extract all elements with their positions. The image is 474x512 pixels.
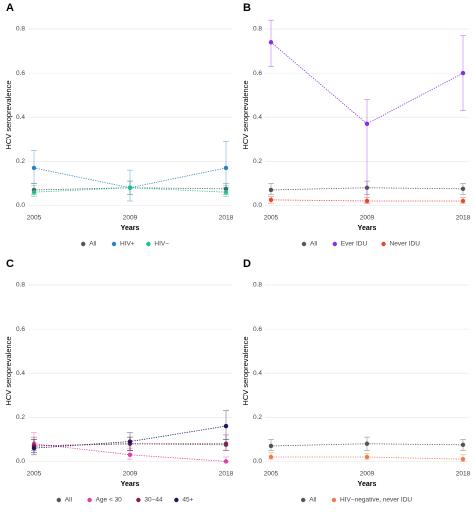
y-tick-label: 0.2 <box>16 414 25 421</box>
y-tick-label: 0.2 <box>253 414 262 421</box>
legend-marker <box>301 241 307 247</box>
y-tick-label: 0.0 <box>253 202 262 209</box>
legend-marker <box>331 497 337 503</box>
point <box>127 439 133 444</box>
point <box>127 185 133 190</box>
point <box>460 442 466 448</box>
point <box>223 423 229 429</box>
legend-label: All <box>309 497 317 504</box>
x-tick-label: 2005 <box>264 471 279 478</box>
legend-marker <box>81 241 86 247</box>
point <box>223 189 229 195</box>
point <box>268 454 274 460</box>
point <box>268 197 274 203</box>
x-tick-label: 2005 <box>27 471 42 478</box>
y-tick-label: 0.4 <box>16 370 25 377</box>
point <box>31 445 37 451</box>
legend-marker <box>301 497 306 503</box>
legend-label: Never IDU <box>390 241 421 248</box>
point <box>268 187 274 193</box>
y-tick-label: 0.4 <box>253 114 262 121</box>
series-line <box>33 167 227 189</box>
y-axis-label: HCV seroprevalence <box>241 336 250 405</box>
legend-label: All <box>310 241 318 248</box>
point <box>268 443 274 449</box>
x-tick-label: 2018 <box>456 215 471 222</box>
point <box>31 189 37 195</box>
y-tick-label: 0.6 <box>253 326 262 333</box>
legend-marker <box>136 497 141 503</box>
x-tick-label: 2018 <box>219 215 234 222</box>
x-axis-label: Years <box>358 225 377 232</box>
point <box>31 165 37 171</box>
y-axis-label: HCV seroprevalence <box>241 80 250 149</box>
y-tick-label: 0.6 <box>253 70 262 77</box>
x-tick-label: 2009 <box>123 215 138 222</box>
panel-title: C <box>6 258 14 270</box>
x-tick-label: 2009 <box>360 215 375 222</box>
y-tick-label: 0.8 <box>253 282 262 289</box>
y-axis-label: HCV seroprevalence <box>4 336 13 405</box>
point <box>364 441 370 446</box>
x-tick-label: 2005 <box>27 215 42 222</box>
y-tick-label: 0.6 <box>16 326 25 333</box>
legend-label: All <box>65 497 73 504</box>
point <box>223 165 229 171</box>
series-line <box>271 456 464 460</box>
legend-label: HIV+ <box>120 241 135 248</box>
panel-title: B <box>243 2 251 14</box>
legend-label: Ever IDU <box>341 241 368 248</box>
point <box>223 459 229 464</box>
point <box>364 198 370 204</box>
y-tick-label: 0.0 <box>16 202 25 209</box>
y-tick-label: 0.0 <box>16 458 25 465</box>
point <box>460 186 466 192</box>
y-tick-label: 0.8 <box>16 26 25 33</box>
y-tick-label: 0.4 <box>16 114 25 121</box>
point <box>127 452 133 457</box>
legend-marker <box>174 497 179 503</box>
x-tick-label: 2005 <box>264 215 279 222</box>
point <box>268 40 274 45</box>
y-tick-label: 0.2 <box>16 158 25 165</box>
y-tick-label: 0.6 <box>16 70 25 77</box>
x-tick-label: 2009 <box>360 471 375 478</box>
point <box>364 121 370 127</box>
legend-label: Age < 30 <box>96 497 123 504</box>
panel-title: A <box>6 2 14 14</box>
legend-marker <box>146 241 151 247</box>
y-tick-label: 0.0 <box>253 458 262 465</box>
legend-label: 45+ <box>182 497 193 504</box>
legend-marker <box>332 241 337 247</box>
point <box>223 441 229 446</box>
point <box>364 454 370 460</box>
x-axis-label: Years <box>121 481 140 488</box>
y-tick-label: 0.4 <box>253 370 262 377</box>
legend-marker <box>381 241 386 247</box>
y-axis-label: HCV seroprevalence <box>4 80 13 149</box>
point <box>460 456 466 462</box>
x-tick-label: 2018 <box>219 471 234 478</box>
legend-label: All <box>89 241 97 248</box>
y-tick-label: 0.8 <box>16 282 25 289</box>
panel-title: D <box>243 258 251 270</box>
point <box>460 70 466 76</box>
x-tick-label: 2009 <box>123 471 138 478</box>
legend-label: 30−44 <box>144 497 163 504</box>
y-tick-label: 0.8 <box>253 26 262 33</box>
legend-marker <box>111 241 117 247</box>
x-tick-label: 2018 <box>456 471 471 478</box>
x-axis-label: Years <box>121 225 140 232</box>
legend-label: HIV− <box>154 241 169 248</box>
y-tick-label: 0.2 <box>253 158 262 165</box>
legend-marker <box>87 497 92 503</box>
point <box>460 198 466 204</box>
legend-label: HIV−negative, never IDU <box>340 497 412 504</box>
x-axis-label: Years <box>358 481 377 488</box>
legend-marker <box>56 497 61 503</box>
